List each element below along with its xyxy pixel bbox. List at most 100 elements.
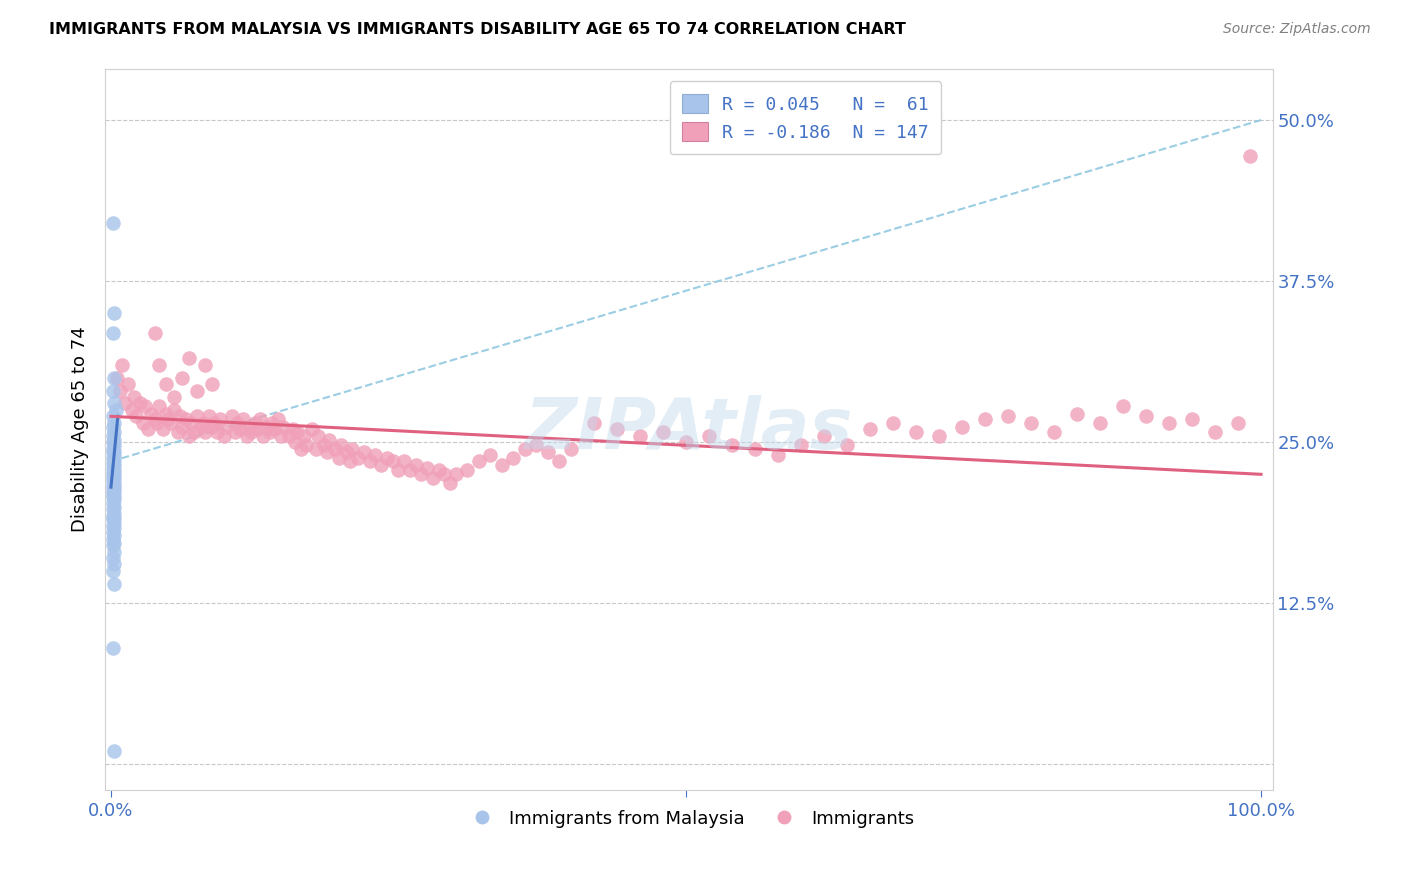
Point <box>103 576 125 591</box>
Point <box>205 425 228 439</box>
Point <box>318 433 340 447</box>
Legend: Immigrants from Malaysia, Immigrants: Immigrants from Malaysia, Immigrants <box>457 803 921 835</box>
Point <box>381 454 404 468</box>
Point <box>243 416 266 430</box>
Point <box>103 370 125 384</box>
Point <box>260 416 283 430</box>
Point <box>103 396 125 410</box>
Point <box>201 377 224 392</box>
Point <box>252 428 274 442</box>
Point <box>103 433 125 447</box>
Point <box>179 428 201 442</box>
Point <box>141 407 163 421</box>
Point <box>146 416 169 430</box>
Point <box>197 409 219 424</box>
Point <box>103 489 125 503</box>
Point <box>103 428 125 442</box>
Point <box>103 442 125 456</box>
Point <box>103 484 125 499</box>
Point <box>103 496 125 510</box>
Point <box>136 422 159 436</box>
Point <box>370 458 392 473</box>
Point <box>103 466 125 480</box>
Point <box>125 409 148 424</box>
Point <box>675 435 697 450</box>
Point <box>232 412 254 426</box>
Point <box>103 512 125 526</box>
Point <box>513 442 536 456</box>
Point <box>201 419 224 434</box>
Point <box>328 450 350 465</box>
Point <box>278 428 301 442</box>
Point <box>697 428 720 442</box>
Point <box>103 535 125 549</box>
Point <box>103 470 125 484</box>
Point <box>103 544 125 558</box>
Point <box>103 444 125 458</box>
Point <box>433 467 456 482</box>
Point <box>928 428 950 442</box>
Point <box>105 370 128 384</box>
Point <box>399 463 422 477</box>
Point <box>1157 416 1180 430</box>
Point <box>427 463 450 477</box>
Point <box>997 409 1019 424</box>
Point <box>204 416 226 430</box>
Point <box>1135 409 1157 424</box>
Point <box>1043 425 1066 439</box>
Point <box>103 476 125 491</box>
Point <box>422 471 444 485</box>
Point <box>155 377 177 392</box>
Point <box>172 419 194 434</box>
Point <box>103 416 125 430</box>
Point <box>405 458 427 473</box>
Point <box>215 419 238 434</box>
Point <box>416 461 439 475</box>
Text: IMMIGRANTS FROM MALAYSIA VS IMMIGRANTS DISABILITY AGE 65 TO 74 CORRELATION CHART: IMMIGRANTS FROM MALAYSIA VS IMMIGRANTS D… <box>49 22 905 37</box>
Point <box>103 508 125 523</box>
Point <box>560 442 582 456</box>
Point <box>143 326 166 340</box>
Point <box>169 409 191 424</box>
Point <box>330 438 353 452</box>
Point <box>103 493 125 508</box>
Point <box>103 448 125 462</box>
Point <box>904 425 927 439</box>
Point <box>163 403 186 417</box>
Point <box>339 454 361 468</box>
Point <box>267 412 290 426</box>
Point <box>1066 407 1088 421</box>
Point <box>468 454 491 468</box>
Point <box>387 463 409 477</box>
Point <box>1239 149 1261 163</box>
Point <box>163 390 186 404</box>
Point <box>359 454 381 468</box>
Point <box>254 419 277 434</box>
Point <box>305 442 328 456</box>
Point <box>1112 399 1135 413</box>
Point <box>974 412 997 426</box>
Point <box>312 438 335 452</box>
Point <box>526 438 548 452</box>
Point <box>444 467 467 482</box>
Point <box>103 491 125 505</box>
Y-axis label: Disability Age 65 to 74: Disability Age 65 to 74 <box>72 326 89 533</box>
Point <box>103 474 125 488</box>
Point <box>103 480 125 494</box>
Point <box>134 399 156 413</box>
Point <box>336 445 359 459</box>
Point <box>103 525 125 540</box>
Point <box>159 416 181 430</box>
Point <box>103 564 125 578</box>
Text: Source: ZipAtlas.com: Source: ZipAtlas.com <box>1223 22 1371 37</box>
Point <box>103 461 125 475</box>
Point <box>270 428 292 442</box>
Point <box>183 425 205 439</box>
Point <box>103 471 125 485</box>
Point <box>1227 416 1250 430</box>
Point <box>284 435 307 450</box>
Point <box>224 425 246 439</box>
Point <box>364 448 387 462</box>
Point <box>103 486 125 500</box>
Point <box>174 412 197 426</box>
